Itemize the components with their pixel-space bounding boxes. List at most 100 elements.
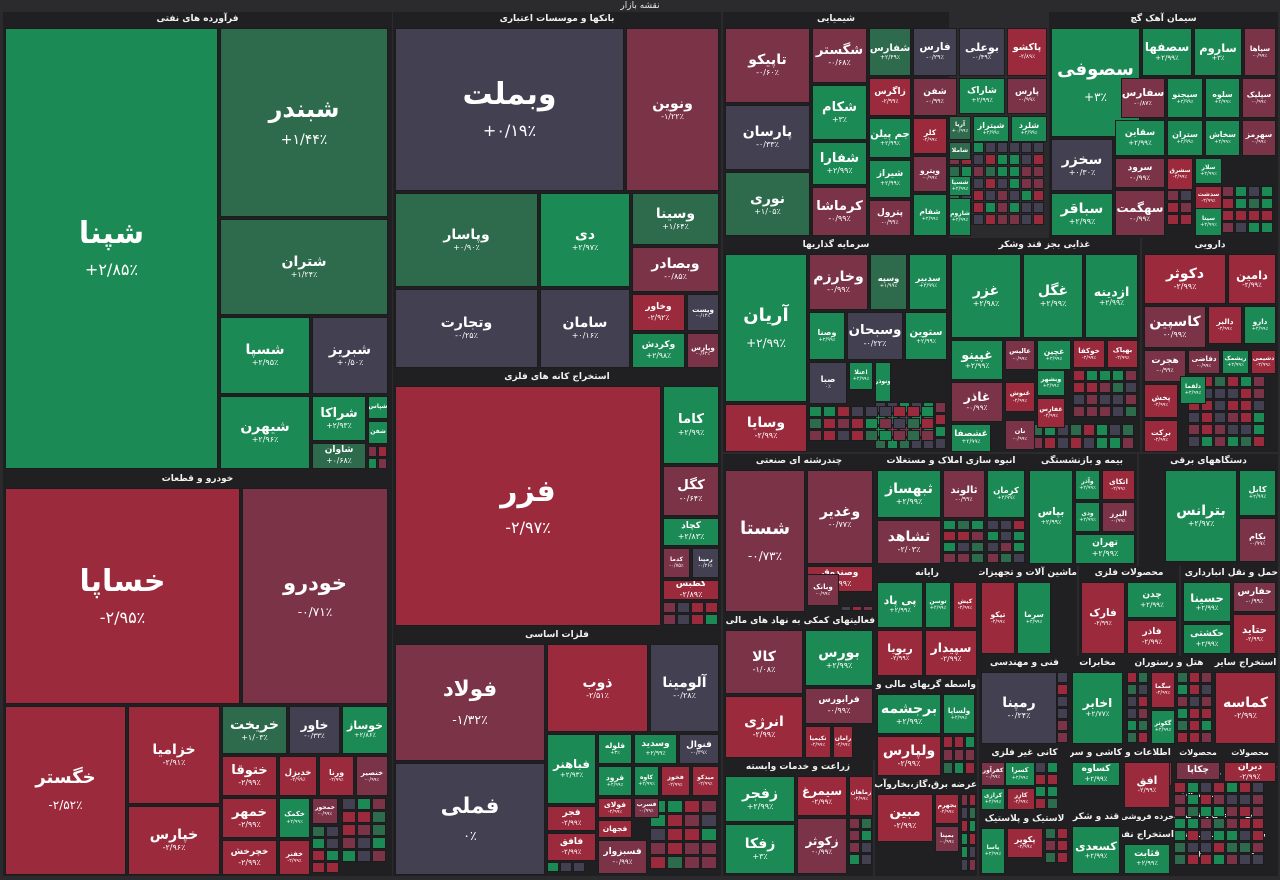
stock-tile[interactable]: توسن +۲/۹۹٪ xyxy=(925,582,951,628)
small-stock-tile[interactable] xyxy=(1033,214,1044,225)
stock-tile[interactable]: وخارزم -۰/۹۹٪ xyxy=(809,254,868,310)
small-stock-tile[interactable] xyxy=(1213,842,1225,853)
stock-tile[interactable]: کاسپین -۰/۹۹٪ xyxy=(1144,306,1206,348)
stock-tile[interactable]: فرود +۲/۹۹٪ xyxy=(598,766,632,796)
stock-tile[interactable]: آریا +۰/۹۹٪ xyxy=(949,116,971,140)
stock-tile[interactable]: کگل -۰/۶۴٪ xyxy=(663,466,719,516)
small-stock-tile[interactable] xyxy=(943,762,953,774)
small-stock-tile[interactable] xyxy=(965,762,975,774)
stock-tile[interactable]: حکشتی +۲/۹۹٪ xyxy=(1183,624,1231,654)
small-stock-tile[interactable] xyxy=(987,553,999,563)
small-stock-tile[interactable] xyxy=(547,862,559,872)
small-stock-tile[interactable] xyxy=(809,406,822,417)
small-stock-tile[interactable] xyxy=(372,824,386,836)
small-stock-tile[interactable] xyxy=(997,202,1008,213)
small-stock-tile[interactable] xyxy=(1035,786,1046,797)
small-stock-tile[interactable] xyxy=(907,406,920,417)
stock-tile[interactable]: سیمرغ -۲/۹۹٪ xyxy=(797,776,847,816)
stock-tile[interactable]: شراکا +۲/۹۳٪ xyxy=(312,396,366,441)
stock-tile[interactable]: وتجارت -۰/۲۵٪ xyxy=(395,289,538,368)
small-stock-tile[interactable] xyxy=(943,553,956,563)
small-stock-tile[interactable] xyxy=(1222,186,1234,197)
stock-tile[interactable]: سشرق -۲/۹۹٪ xyxy=(1167,158,1193,190)
small-stock-tile[interactable] xyxy=(1021,166,1032,177)
small-stock-tile[interactable] xyxy=(1000,542,1012,552)
small-stock-tile[interactable] xyxy=(650,828,666,841)
small-stock-tile[interactable] xyxy=(961,807,968,819)
small-stock-tile[interactable] xyxy=(1189,672,1200,683)
small-stock-tile[interactable] xyxy=(1057,720,1068,731)
small-stock-tile[interactable] xyxy=(1201,400,1213,411)
small-stock-tile[interactable] xyxy=(701,814,717,827)
small-stock-tile[interactable] xyxy=(1174,854,1186,865)
small-stock-tile[interactable] xyxy=(1213,782,1225,793)
stock-tile[interactable]: فخوز -۲/۹۹٪ xyxy=(661,766,690,796)
stock-tile[interactable]: صبا ۰٪ xyxy=(809,362,847,404)
small-stock-tile[interactable] xyxy=(1226,818,1238,829)
small-stock-tile[interactable] xyxy=(965,736,975,748)
small-stock-tile[interactable] xyxy=(1127,732,1137,743)
small-stock-tile[interactable] xyxy=(1252,782,1264,793)
small-stock-tile[interactable] xyxy=(1226,842,1238,853)
stock-tile[interactable]: غنوش -۲/۹۹٪ xyxy=(1005,382,1035,412)
stock-tile[interactable]: شاروم +۲/۹۹٪ xyxy=(949,198,971,236)
small-stock-tile[interactable] xyxy=(1112,394,1124,405)
small-stock-tile[interactable] xyxy=(943,520,956,530)
small-stock-tile[interactable] xyxy=(357,811,371,823)
small-stock-tile[interactable] xyxy=(997,142,1008,153)
stock-tile[interactable]: شفام +۲/۹۹٪ xyxy=(913,194,947,236)
small-stock-tile[interactable] xyxy=(372,850,386,862)
stock-tile[interactable]: جم پیلن +۲/۹۹٪ xyxy=(869,118,911,158)
small-stock-tile[interactable] xyxy=(1167,190,1179,201)
small-stock-tile[interactable] xyxy=(1189,732,1200,743)
small-stock-tile[interactable] xyxy=(1009,154,1020,165)
small-stock-tile[interactable] xyxy=(1213,818,1225,829)
small-stock-tile[interactable] xyxy=(961,794,968,806)
small-stock-tile[interactable] xyxy=(1073,382,1085,393)
small-stock-tile[interactable] xyxy=(961,833,968,845)
stock-tile[interactable]: شفن -۰/۹۹٪ xyxy=(913,78,957,116)
stock-tile[interactable]: پاسا +۲/۹۹٪ xyxy=(981,828,1005,874)
small-stock-tile[interactable] xyxy=(943,542,956,552)
small-stock-tile[interactable] xyxy=(1227,400,1239,411)
stock-tile[interactable]: سامان +۰/۱۶٪ xyxy=(540,289,630,368)
stock-tile[interactable]: اخابر +۲/۷۷٪ xyxy=(1072,672,1123,744)
stock-tile[interactable]: ونوذر xyxy=(875,362,891,402)
stock-tile[interactable]: تاپیکو -۰/۶۰٪ xyxy=(725,28,810,103)
small-stock-tile[interactable] xyxy=(1013,531,1025,541)
stock-tile[interactable]: شتران +۱/۲۴٪ xyxy=(220,219,388,315)
small-stock-tile[interactable] xyxy=(973,166,984,177)
small-stock-tile[interactable] xyxy=(1235,198,1247,209)
small-stock-tile[interactable] xyxy=(961,859,968,871)
stock-tile[interactable]: سرما +۲/۹۹٪ xyxy=(1017,582,1051,654)
small-stock-tile[interactable] xyxy=(1180,202,1192,213)
small-stock-tile[interactable] xyxy=(1214,388,1226,399)
small-stock-tile[interactable] xyxy=(1226,794,1238,805)
stock-tile[interactable]: دلقما +۲/۹۹٪ xyxy=(1180,376,1206,404)
stock-tile[interactable]: زفجر +۲/۹۹٪ xyxy=(725,776,795,822)
small-stock-tile[interactable] xyxy=(684,800,700,813)
small-stock-tile[interactable] xyxy=(841,606,851,611)
stock-tile[interactable]: سپلیک -۰/۹۹٪ xyxy=(1242,78,1276,118)
stock-tile[interactable]: سخزر +۰/۳۰٪ xyxy=(1051,139,1113,191)
stock-tile[interactable]: وسپه +۱/۹۹٪ xyxy=(870,254,907,310)
small-stock-tile[interactable] xyxy=(849,854,860,865)
stock-tile[interactable]: خوکفا -۲/۹۹٪ xyxy=(1073,340,1105,368)
small-stock-tile[interactable] xyxy=(1047,762,1058,773)
small-stock-tile[interactable] xyxy=(849,830,860,841)
stock-tile[interactable]: غچین +۲/۹۹٪ xyxy=(1037,340,1071,370)
stock-tile[interactable]: کرمان +۲/۹۹٪ xyxy=(987,470,1025,518)
small-stock-tile[interactable] xyxy=(1021,154,1032,165)
small-stock-tile[interactable] xyxy=(1201,412,1213,423)
stock-tile[interactable]: پخش -۲/۹۹٪ xyxy=(1144,384,1178,418)
stock-tile[interactable]: ستران +۲/۹۹٪ xyxy=(1167,120,1203,156)
stock-tile[interactable]: سرود -۰/۹۹٪ xyxy=(1115,158,1165,188)
small-stock-tile[interactable] xyxy=(1099,382,1111,393)
small-stock-tile[interactable] xyxy=(865,430,878,441)
small-stock-tile[interactable] xyxy=(985,154,996,165)
stock-tile[interactable]: سصوفی +۳٪ xyxy=(1051,28,1140,137)
small-stock-tile[interactable] xyxy=(1021,142,1032,153)
small-stock-tile[interactable] xyxy=(684,856,700,869)
small-stock-tile[interactable] xyxy=(1138,672,1148,683)
stock-tile[interactable]: وکردش +۲/۹۸٪ xyxy=(632,333,685,368)
